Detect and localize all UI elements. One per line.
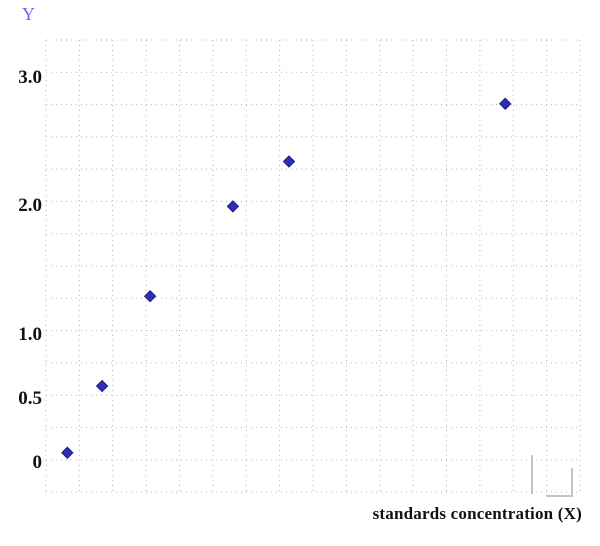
data-point-marker (143, 290, 157, 303)
data-point-marker (226, 200, 240, 213)
data-point-marker (61, 446, 74, 459)
y-tick-label: 3.0 (18, 67, 42, 89)
corner-placeholder-icon (546, 468, 573, 497)
y-tick-label: 1.0 (18, 323, 42, 345)
y-tick-label: 2.0 (18, 195, 42, 217)
data-point-marker (95, 379, 109, 393)
data-point-marker (499, 97, 512, 110)
data-point-marker (282, 155, 296, 168)
x-axis-title: standards concentration (X) (372, 504, 582, 523)
y-axis-title: Y (22, 4, 35, 24)
y-tick-label: 0 (32, 452, 43, 473)
y-tick-label: 0.5 (18, 387, 42, 409)
